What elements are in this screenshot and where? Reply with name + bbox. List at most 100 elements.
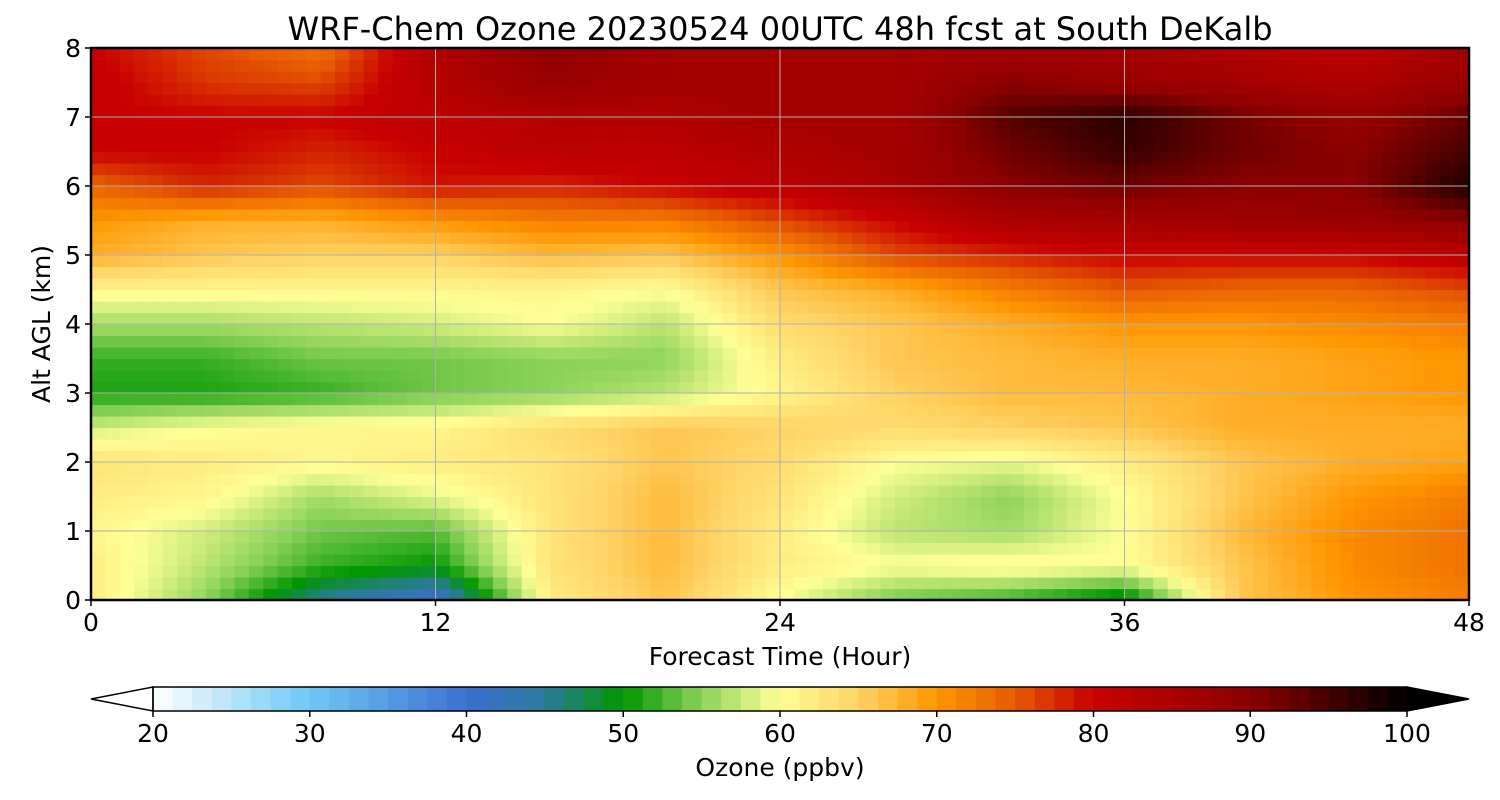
heatmap-cell — [1210, 151, 1226, 164]
heatmap-cell — [1210, 381, 1226, 394]
heatmap-cell — [148, 289, 164, 302]
heatmap-cell — [894, 565, 910, 578]
colorbar-segment — [368, 687, 389, 711]
heatmap-cell — [263, 232, 279, 245]
heatmap-cell — [277, 542, 293, 555]
heatmap-cell — [794, 381, 810, 394]
heatmap-cell — [564, 117, 580, 130]
heatmap-cell — [1181, 404, 1197, 417]
heatmap-cell — [1268, 312, 1283, 325]
heatmap-cell — [923, 485, 939, 498]
heatmap-cell — [708, 186, 724, 199]
heatmap-cell — [1138, 301, 1154, 314]
heatmap-cell — [492, 186, 508, 199]
heatmap-cell — [478, 462, 494, 475]
heatmap-cell — [1024, 220, 1039, 233]
heatmap-cell — [91, 542, 106, 555]
heatmap-cell — [679, 519, 695, 532]
heatmap-cell — [736, 82, 752, 95]
heatmap-cell — [1167, 565, 1183, 578]
heatmap-cell — [1311, 577, 1327, 590]
heatmap-cell — [1153, 105, 1169, 118]
heatmap-cell — [665, 335, 681, 348]
heatmap-cell — [923, 255, 939, 268]
heatmap-cell — [134, 416, 150, 429]
heatmap-cell — [851, 94, 867, 107]
heatmap-cell — [119, 174, 135, 187]
heatmap-cell — [966, 128, 982, 141]
heatmap-cell — [320, 416, 336, 429]
heatmap-cell — [134, 358, 150, 371]
heatmap-cell — [1052, 186, 1068, 199]
heatmap-cell — [521, 128, 537, 141]
heatmap-cell — [349, 542, 365, 555]
heatmap-cell — [1038, 439, 1054, 452]
heatmap-cell — [823, 59, 839, 72]
heatmap-cell — [736, 151, 752, 164]
heatmap-cell — [449, 335, 465, 348]
heatmap-cell — [1382, 531, 1398, 544]
heatmap-cell — [191, 128, 207, 141]
heatmap-cell — [679, 542, 695, 555]
heatmap-cell — [1253, 450, 1269, 463]
heatmap-cell — [650, 174, 666, 187]
colorbar-segment — [1211, 687, 1232, 711]
heatmap-cell — [1339, 485, 1355, 498]
heatmap-cell — [794, 427, 810, 440]
heatmap-cell — [1253, 427, 1269, 440]
heatmap-cell — [148, 462, 164, 475]
heatmap-cell — [263, 416, 279, 429]
heatmap-cell — [823, 117, 839, 130]
heatmap-cell — [1311, 381, 1327, 394]
heatmap-cell — [722, 163, 738, 176]
heatmap-cell — [1397, 278, 1413, 291]
heatmap-cell — [134, 71, 150, 84]
heatmap-cell — [1038, 117, 1054, 130]
heatmap-cell — [177, 105, 193, 118]
heatmap-cell — [679, 462, 695, 475]
heatmap-cell — [1239, 82, 1255, 95]
heatmap-cell — [248, 59, 264, 72]
heatmap-cell — [708, 416, 724, 429]
heatmap-cell — [1095, 347, 1111, 360]
heatmap-cell — [177, 117, 193, 130]
heatmap-cell — [1038, 473, 1054, 486]
heatmap-cell — [449, 151, 465, 164]
heatmap-cell — [952, 151, 968, 164]
heatmap-cell — [780, 289, 795, 302]
heatmap-cell — [1440, 232, 1456, 245]
heatmap-cell — [1224, 531, 1240, 544]
heatmap-cell — [148, 220, 164, 233]
heatmap-cell — [880, 59, 896, 72]
heatmap-cell — [708, 163, 724, 176]
heatmap-cell — [177, 324, 193, 337]
heatmap-cell — [866, 105, 882, 118]
heatmap-cell — [263, 450, 279, 463]
heatmap-cell — [335, 243, 350, 256]
heatmap-cell — [105, 485, 121, 498]
heatmap-cell — [1110, 519, 1126, 532]
heatmap-cell — [1124, 335, 1140, 348]
heatmap-cell — [1268, 450, 1283, 463]
heatmap-cell — [162, 209, 178, 222]
heatmap-cell — [464, 197, 480, 210]
heatmap-cell — [1296, 335, 1312, 348]
heatmap-cell — [478, 554, 494, 567]
heatmap-cell — [1124, 542, 1140, 555]
heatmap-cell — [1296, 197, 1312, 210]
heatmap-cell — [866, 496, 882, 509]
heatmap-cell — [335, 197, 350, 210]
heatmap-cell — [492, 577, 508, 590]
heatmap-cell — [708, 94, 724, 107]
heatmap-cell — [736, 485, 752, 498]
heatmap-cell — [550, 485, 566, 498]
heatmap-cell — [349, 197, 365, 210]
heatmap-cell — [780, 450, 795, 463]
heatmap-cell — [636, 220, 652, 233]
heatmap-cell — [220, 577, 236, 590]
heatmap-cell — [780, 473, 795, 486]
heatmap-cell — [134, 554, 150, 567]
heatmap-cell — [823, 473, 839, 486]
heatmap-cell — [378, 278, 394, 291]
heatmap-cell — [1425, 163, 1441, 176]
